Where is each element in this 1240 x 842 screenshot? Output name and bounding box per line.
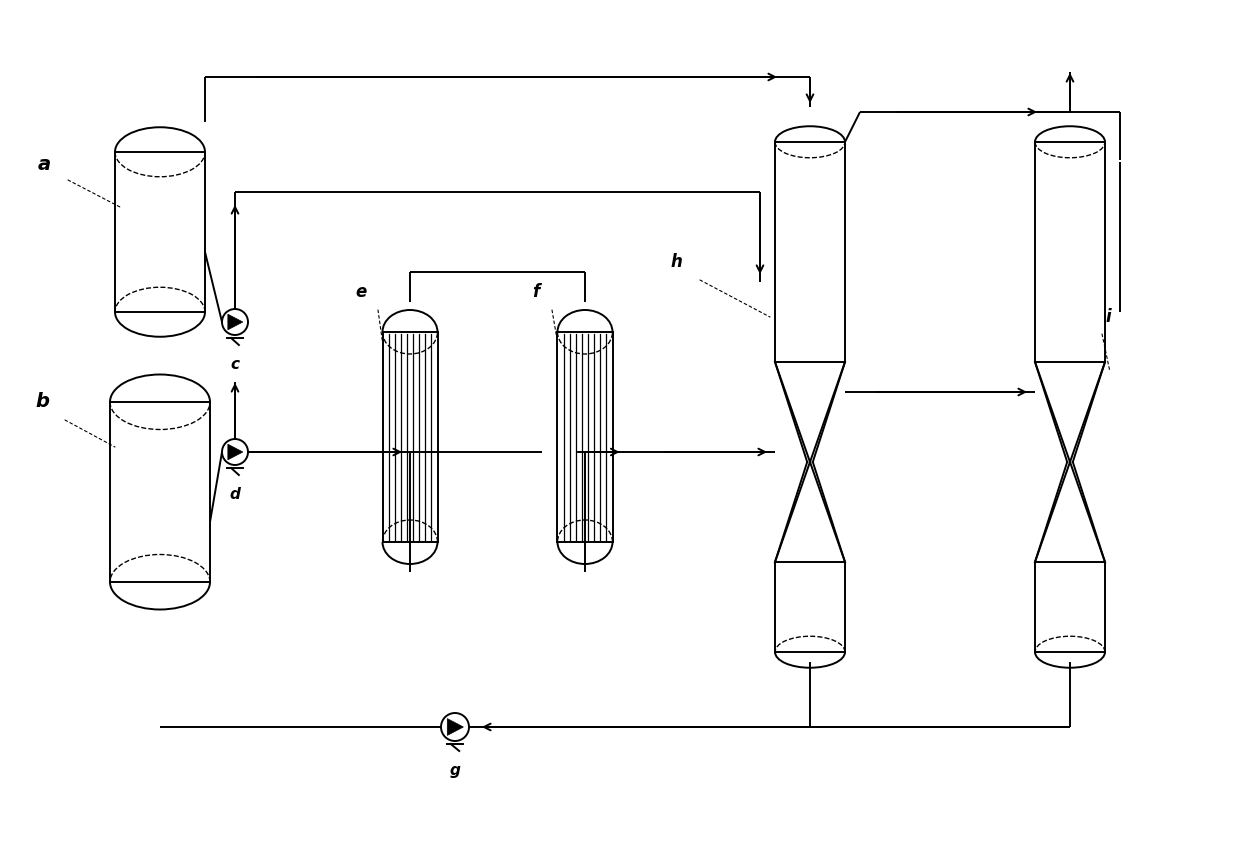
- Text: i: i: [1105, 308, 1111, 326]
- Text: c: c: [231, 357, 239, 372]
- Polygon shape: [228, 314, 243, 330]
- Text: d: d: [229, 487, 241, 502]
- Text: f: f: [532, 283, 539, 301]
- Text: h: h: [670, 253, 682, 271]
- Polygon shape: [448, 718, 464, 735]
- Polygon shape: [228, 445, 243, 460]
- Text: e: e: [355, 283, 366, 301]
- Text: b: b: [35, 392, 50, 411]
- Text: g: g: [450, 763, 460, 778]
- Text: a: a: [38, 155, 51, 174]
